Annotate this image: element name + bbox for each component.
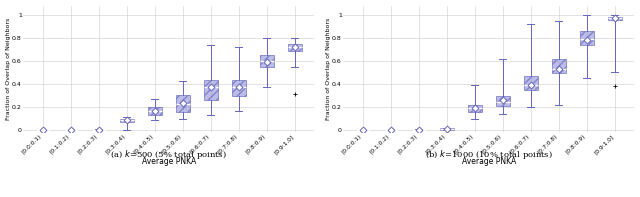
Y-axis label: Fraction of Overlap of Neighbors: Fraction of Overlap of Neighbors [326,18,330,120]
PathPatch shape [120,119,134,122]
Text: (a) $k$=500 (5% total points): (a) $k$=500 (5% total points) [111,148,227,161]
X-axis label: Average PNKA: Average PNKA [141,157,196,166]
Y-axis label: Fraction of Overlap of Neighbors: Fraction of Overlap of Neighbors [6,18,10,120]
X-axis label: Average PNKA: Average PNKA [461,157,516,166]
Text: (b) $k$=1000 (10% total points): (b) $k$=1000 (10% total points) [425,148,553,161]
PathPatch shape [495,96,510,106]
PathPatch shape [260,55,274,67]
PathPatch shape [468,105,482,112]
PathPatch shape [607,17,622,20]
PathPatch shape [148,107,162,115]
PathPatch shape [552,59,566,73]
PathPatch shape [287,44,302,51]
PathPatch shape [175,95,190,112]
PathPatch shape [580,31,594,45]
PathPatch shape [204,80,218,100]
PathPatch shape [232,80,246,96]
PathPatch shape [524,76,538,90]
PathPatch shape [440,128,454,130]
